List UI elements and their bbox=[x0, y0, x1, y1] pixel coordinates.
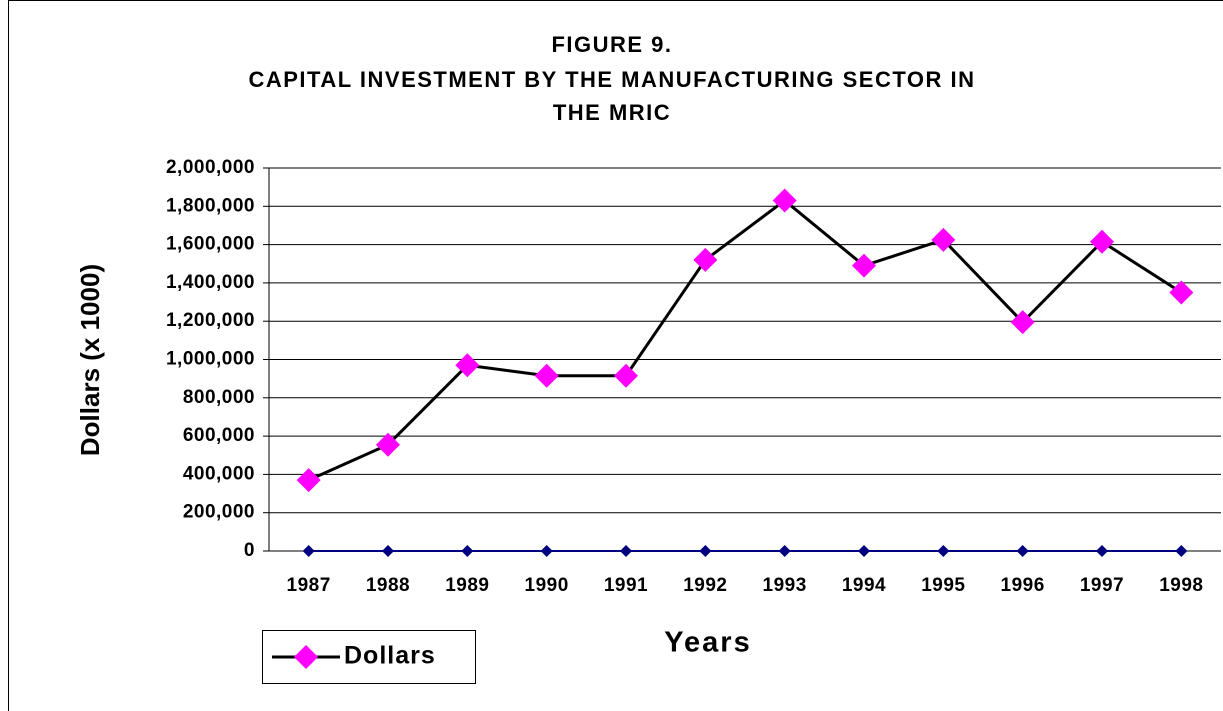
chart-title: FIGURE 9. bbox=[551, 32, 672, 57]
data-point bbox=[382, 545, 394, 557]
data-point bbox=[620, 545, 632, 557]
data-point bbox=[699, 545, 712, 557]
data-point bbox=[778, 545, 791, 557]
data-point bbox=[1096, 545, 1108, 557]
y-tick-label: 1,400,000 bbox=[166, 272, 255, 293]
x-tick-label: 1987 bbox=[287, 575, 331, 596]
y-tick-label: 0 bbox=[244, 540, 255, 561]
x-tick-label: 1998 bbox=[1159, 575, 1203, 596]
y-axis-label: Dollars (x 1000) bbox=[75, 264, 105, 456]
chart-frame bbox=[8, 0, 1223, 711]
x-tick-label: 1989 bbox=[445, 575, 489, 596]
data-point bbox=[1175, 545, 1188, 557]
x-tick-label: 1990 bbox=[525, 575, 569, 596]
data-point bbox=[455, 353, 480, 378]
data-point bbox=[1016, 545, 1029, 557]
series-line bbox=[308, 198, 1183, 482]
x-tick-label: 1994 bbox=[842, 575, 886, 596]
y-tick-label: 1,800,000 bbox=[166, 195, 255, 216]
data-point bbox=[534, 363, 559, 388]
data-point bbox=[1010, 310, 1035, 335]
data-point bbox=[858, 545, 870, 557]
data-point bbox=[540, 545, 553, 557]
y-tick-label: 400,000 bbox=[183, 463, 255, 484]
data-point bbox=[296, 468, 321, 493]
y-tick-label: 1,000,000 bbox=[166, 349, 255, 370]
data-point bbox=[852, 253, 876, 278]
y-tick-label: 1,600,000 bbox=[166, 234, 255, 255]
data-point bbox=[302, 545, 315, 557]
x-tick-label: 1992 bbox=[683, 575, 727, 596]
y-tick-label: 2,000,000 bbox=[166, 157, 255, 178]
x-tick-label: 1997 bbox=[1080, 575, 1124, 596]
data-point bbox=[376, 432, 400, 457]
data-point bbox=[1169, 280, 1194, 305]
data-point bbox=[693, 247, 718, 272]
chart-title: CAPITAL INVESTMENT BY THE MANUFACTURING … bbox=[248, 67, 975, 92]
data-point bbox=[931, 227, 956, 252]
chart-title: THE MRIC bbox=[553, 100, 671, 125]
x-tick-label: 1996 bbox=[1001, 575, 1045, 596]
legend-label: Dollars bbox=[344, 642, 436, 670]
x-tick-label: 1988 bbox=[366, 575, 410, 596]
x-tick-label: 1991 bbox=[604, 575, 648, 596]
x-tick-label: 1993 bbox=[763, 575, 807, 596]
legend-marker bbox=[294, 645, 318, 669]
data-point bbox=[461, 545, 474, 557]
x-axis-label: Years bbox=[664, 627, 751, 659]
data-point bbox=[1090, 229, 1114, 254]
x-tick-label: 1995 bbox=[921, 575, 965, 596]
data-point bbox=[614, 363, 638, 388]
y-tick-label: 800,000 bbox=[183, 387, 255, 408]
y-tick-label: 1,200,000 bbox=[166, 310, 255, 331]
data-point bbox=[772, 188, 797, 213]
y-tick-label: 200,000 bbox=[183, 502, 255, 523]
y-tick-label: 600,000 bbox=[183, 425, 255, 446]
data-point bbox=[937, 545, 950, 557]
